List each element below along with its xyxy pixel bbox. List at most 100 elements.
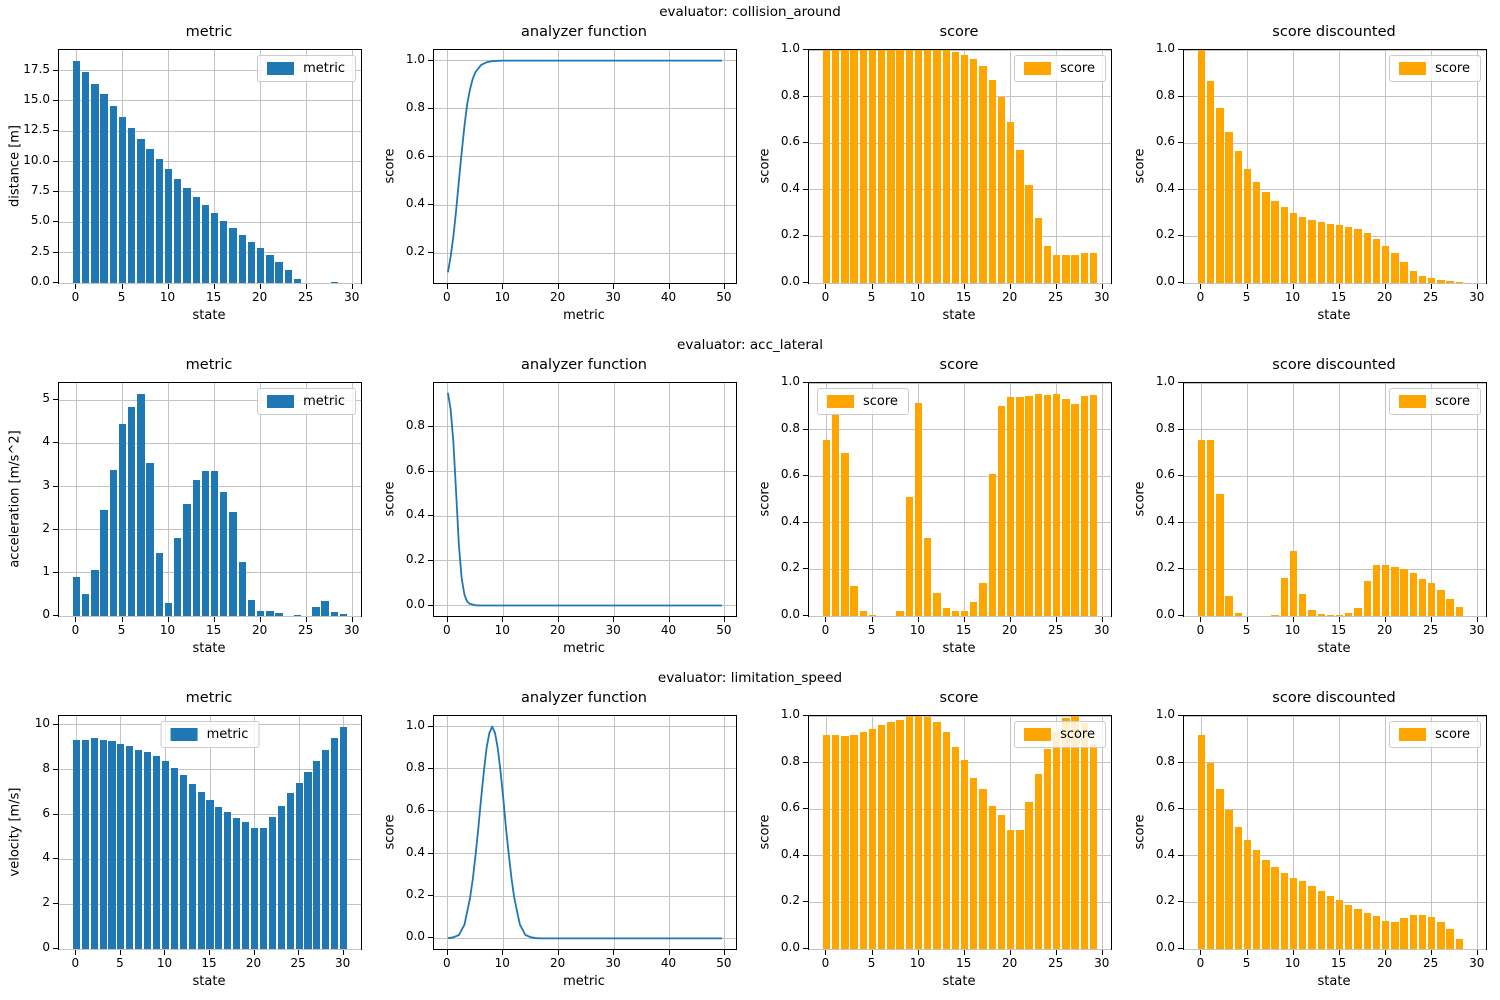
bar — [1455, 938, 1463, 949]
bar — [1381, 920, 1390, 949]
x-tick-label: 0 — [1196, 290, 1205, 304]
y-tick-label: 0.2 — [405, 887, 425, 902]
gridline — [669, 50, 670, 283]
y-tick-mark — [428, 107, 433, 109]
bar — [1427, 278, 1436, 283]
bar — [238, 235, 246, 283]
x-tick-mark — [121, 284, 123, 289]
bar — [1006, 396, 1015, 616]
bar — [878, 50, 886, 283]
bar — [1354, 229, 1362, 283]
bar — [951, 747, 960, 949]
x-tick-mark — [557, 284, 559, 289]
bar — [924, 717, 932, 949]
gridline — [613, 716, 615, 949]
y-tick-label: 1.0 — [1155, 707, 1175, 721]
y-tick-mark — [1178, 188, 1183, 190]
plot-area: score — [1183, 382, 1487, 617]
bar — [1317, 613, 1325, 616]
bar — [979, 583, 987, 616]
gridline — [1184, 235, 1486, 237]
gridline — [434, 515, 736, 517]
gridline — [724, 50, 726, 283]
x-tick-label: 10 — [1284, 623, 1301, 637]
gridline — [724, 716, 726, 949]
gridline — [1293, 716, 1295, 949]
analyzer-curve — [447, 725, 723, 940]
bar — [896, 50, 904, 283]
legend-swatch — [267, 62, 295, 75]
gridline — [1102, 716, 1104, 949]
bar — [850, 50, 858, 283]
bar — [1234, 151, 1242, 283]
y-tick-mark — [53, 485, 58, 487]
x-tick-mark — [75, 617, 77, 622]
gridline — [809, 429, 1111, 431]
bar — [201, 471, 210, 616]
y-tick-mark — [1178, 428, 1183, 430]
bar — [1299, 881, 1307, 949]
bar — [933, 592, 941, 616]
x-tick-mark — [917, 950, 919, 955]
bar — [1197, 50, 1206, 283]
bar — [859, 611, 867, 616]
bar — [859, 50, 867, 283]
bar — [1034, 217, 1042, 283]
y-tick-label: 0.6 — [780, 134, 800, 149]
gridline — [809, 382, 1111, 384]
bar — [277, 805, 285, 949]
gridline — [434, 426, 736, 428]
y-tick-label: 4 — [42, 434, 50, 449]
x-tick-mark — [1009, 950, 1011, 955]
gridline — [809, 142, 1111, 144]
y-tick-mark — [803, 188, 808, 190]
gridline — [352, 383, 354, 616]
bar — [841, 50, 849, 283]
bar — [331, 738, 339, 949]
x-tick-label: 5 — [867, 623, 876, 637]
bar — [259, 828, 267, 949]
gridline — [59, 948, 361, 950]
x-tick-label: 15 — [205, 290, 222, 304]
x-tick-label: 0 — [71, 623, 80, 637]
bar — [91, 83, 99, 283]
bar — [1381, 564, 1390, 616]
bar — [1271, 614, 1279, 616]
x-tick-mark — [446, 617, 448, 622]
y-tick-mark — [803, 901, 808, 903]
x-axis-label: state — [942, 308, 976, 323]
x-tick-label: 30 — [344, 290, 360, 304]
y-tick-mark — [53, 858, 58, 860]
bar — [275, 262, 283, 283]
gridline — [59, 221, 361, 223]
gridline — [306, 383, 308, 616]
bar — [997, 96, 1006, 283]
bar — [1062, 255, 1070, 283]
bar — [988, 473, 996, 616]
y-tick-label: 2 — [42, 895, 50, 910]
gridline — [613, 50, 615, 283]
gridline — [809, 96, 1111, 98]
x-tick-label: 10 — [1284, 290, 1301, 304]
bar — [1025, 185, 1033, 283]
gridline — [809, 855, 1111, 857]
y-tick-label: 0.8 — [1155, 420, 1175, 435]
x-tick-label: 30 — [605, 956, 621, 970]
gridline — [260, 383, 262, 616]
gridline — [1184, 96, 1486, 98]
x-tick-mark — [1338, 617, 1340, 622]
bar — [72, 577, 81, 616]
y-tick-mark — [428, 604, 433, 606]
x-tick-label: 20 — [1376, 623, 1393, 637]
y-tick-label: 1.0 — [780, 707, 800, 721]
bar — [220, 221, 228, 283]
bar — [164, 168, 173, 283]
gridline — [1184, 808, 1486, 810]
y-tick-label: 0.8 — [405, 417, 425, 432]
x-tick-label: 25 — [290, 956, 306, 970]
bar — [1006, 830, 1015, 949]
bar — [1391, 252, 1399, 283]
y-tick-mark — [803, 142, 808, 144]
bar — [822, 734, 831, 949]
bar — [242, 822, 250, 949]
